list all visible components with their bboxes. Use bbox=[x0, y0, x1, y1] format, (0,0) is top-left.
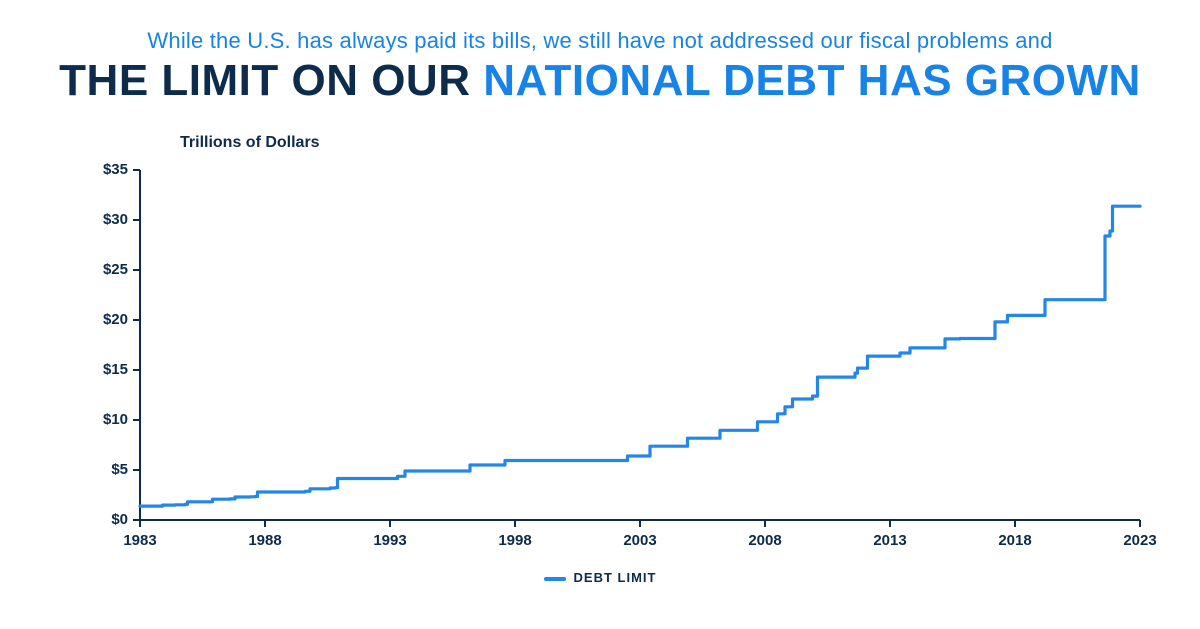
y-tick-label: $10 bbox=[82, 411, 128, 428]
subtitle-text: While the U.S. has always paid its bills… bbox=[147, 28, 1052, 53]
x-tick-label: 1998 bbox=[485, 532, 545, 549]
legend-swatch bbox=[544, 577, 566, 581]
x-tick-label: 2008 bbox=[735, 532, 795, 549]
y-tick-label: $0 bbox=[82, 511, 128, 528]
page-root: While the U.S. has always paid its bills… bbox=[0, 0, 1200, 629]
x-tick-label: 1993 bbox=[360, 532, 420, 549]
y-axis-title: Trillions of Dollars bbox=[180, 134, 320, 152]
legend-label: DEBT LIMIT bbox=[574, 570, 657, 585]
y-tick-label: $25 bbox=[82, 261, 128, 278]
x-tick-label: 2023 bbox=[1110, 532, 1170, 549]
x-tick-label: 2013 bbox=[860, 532, 920, 549]
debt-limit-line bbox=[140, 206, 1140, 506]
legend: DEBT LIMIT bbox=[0, 570, 1200, 585]
title-part-1: THE LIMIT ON OUR bbox=[59, 56, 483, 105]
chart-svg bbox=[80, 160, 1150, 560]
chart-subtitle: While the U.S. has always paid its bills… bbox=[0, 28, 1200, 54]
y-tick-label: $35 bbox=[82, 161, 128, 178]
y-tick-label: $30 bbox=[82, 211, 128, 228]
x-tick-label: 1988 bbox=[235, 532, 295, 549]
chart-title: THE LIMIT ON OUR NATIONAL DEBT HAS GROWN bbox=[0, 56, 1200, 106]
y-tick-label: $5 bbox=[82, 461, 128, 478]
x-tick-label: 2003 bbox=[610, 532, 670, 549]
y-tick-label: $20 bbox=[82, 311, 128, 328]
x-tick-label: 1983 bbox=[110, 532, 170, 549]
x-tick-label: 2018 bbox=[985, 532, 1045, 549]
y-tick-label: $15 bbox=[82, 361, 128, 378]
title-part-2: NATIONAL DEBT HAS GROWN bbox=[483, 56, 1141, 105]
